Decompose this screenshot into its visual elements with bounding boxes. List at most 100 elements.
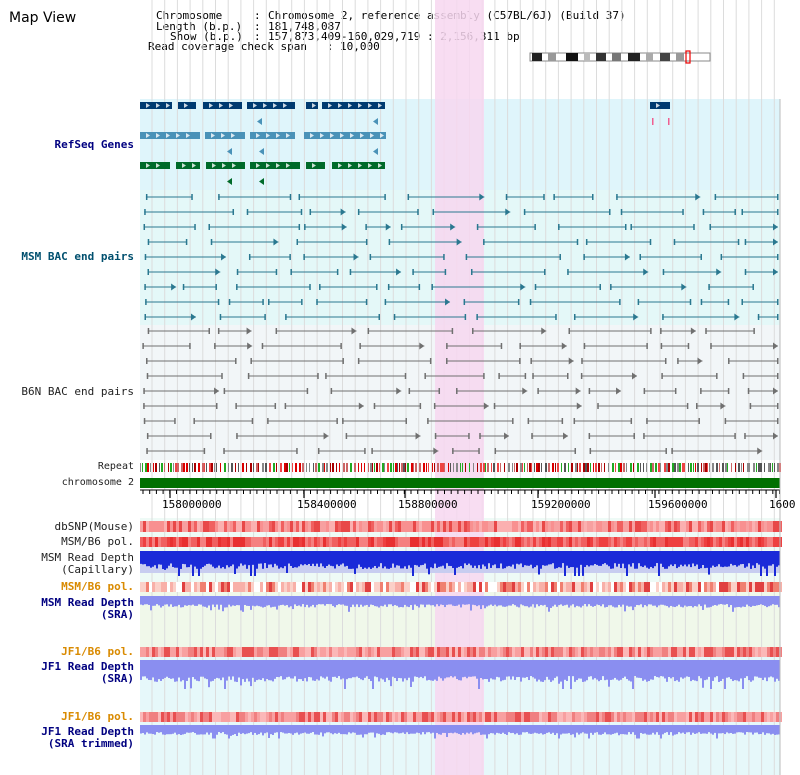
density-cell [470, 712, 473, 722]
bac-end [330, 388, 333, 394]
bac-end [359, 343, 361, 349]
length-colon: : [254, 20, 261, 33]
density-cell [428, 582, 431, 592]
depth-bar [722, 725, 724, 734]
density-cell [659, 521, 662, 532]
depth-bar [514, 660, 516, 680]
density-cell [359, 582, 362, 592]
bac-end [300, 209, 303, 215]
depth-bar [286, 596, 288, 606]
bac-end [147, 328, 150, 334]
bac-end [661, 373, 663, 379]
depth-bar [234, 596, 236, 606]
density-cell [287, 712, 290, 722]
depth-bar [454, 551, 456, 575]
repeat-element [346, 463, 348, 472]
bac-end [289, 254, 291, 260]
density-cell [452, 521, 455, 532]
depth-bar [326, 725, 328, 733]
bac-end [646, 343, 648, 349]
density-cell [380, 521, 383, 532]
depth-bar [702, 596, 704, 610]
density-cell [221, 521, 224, 532]
depth-bar [382, 551, 384, 569]
density-cell [152, 521, 155, 532]
density-cell [326, 712, 329, 722]
depth-bar [204, 551, 206, 566]
density-cell [212, 537, 215, 547]
bac-end [616, 194, 618, 200]
ideogram-band [596, 53, 606, 61]
depth-bar [338, 660, 340, 677]
depth-bar [172, 660, 174, 679]
density-cell [215, 582, 218, 592]
depth-bar [508, 660, 510, 677]
density-cell [497, 647, 500, 657]
depth-bar [180, 551, 182, 569]
bac-end [671, 448, 673, 454]
density-cell [596, 647, 599, 657]
depth-bar [146, 551, 148, 567]
depth-bar [566, 660, 568, 681]
density-cell [386, 712, 389, 722]
depth-bar [638, 660, 640, 678]
bac-end [709, 224, 711, 230]
density-cell [320, 647, 323, 657]
depth-bar [480, 596, 482, 610]
density-cell [431, 521, 434, 532]
density-cell [323, 712, 326, 722]
depth-bar [658, 660, 660, 678]
density-cell [737, 712, 740, 722]
density-cell [641, 582, 644, 592]
density-cell [275, 582, 278, 592]
density-cell [326, 521, 329, 532]
density-cell [236, 521, 239, 532]
density-cell [584, 537, 587, 547]
depth-bar [368, 725, 370, 733]
depth-bar [660, 660, 662, 677]
density-cell [224, 647, 227, 657]
depth-bar [464, 725, 466, 735]
bac-end [456, 388, 458, 394]
bac-end [446, 358, 448, 364]
density-cell [590, 712, 593, 722]
density-cell [638, 712, 641, 722]
density-cell [731, 647, 734, 657]
repeat-element [664, 463, 666, 472]
density-cell [431, 712, 434, 722]
density-cell [548, 582, 551, 592]
repeat-element [709, 463, 710, 472]
repeat-element [774, 463, 775, 472]
repeat-element [534, 463, 535, 472]
depth-bar [422, 660, 424, 679]
density-cell [173, 712, 176, 722]
repeat-element [623, 463, 625, 472]
depth-bar [596, 596, 598, 605]
depth-bar [442, 551, 444, 566]
depth-bar [632, 596, 634, 611]
repeat-element [677, 463, 679, 472]
density-cell [434, 647, 437, 657]
depth-bar [706, 725, 708, 734]
repeat-element [318, 463, 320, 472]
density-cell [413, 647, 416, 657]
depth-bar [546, 660, 548, 677]
depth-bar [476, 725, 478, 733]
density-cell [671, 647, 674, 657]
depth-bar [152, 596, 154, 606]
depth-bar [648, 660, 650, 682]
density-cell [197, 582, 200, 592]
depth-bar [710, 725, 712, 734]
density-cell [758, 582, 761, 592]
density-cell [284, 521, 287, 532]
density-cell [449, 712, 452, 722]
density-cell [209, 647, 212, 657]
depth-bar [402, 551, 404, 569]
bac-end [319, 284, 321, 290]
depth-bar [560, 596, 562, 605]
density-cell [422, 712, 425, 722]
density-cell [488, 521, 491, 532]
density-cell [566, 712, 569, 722]
density-cell [755, 647, 758, 657]
